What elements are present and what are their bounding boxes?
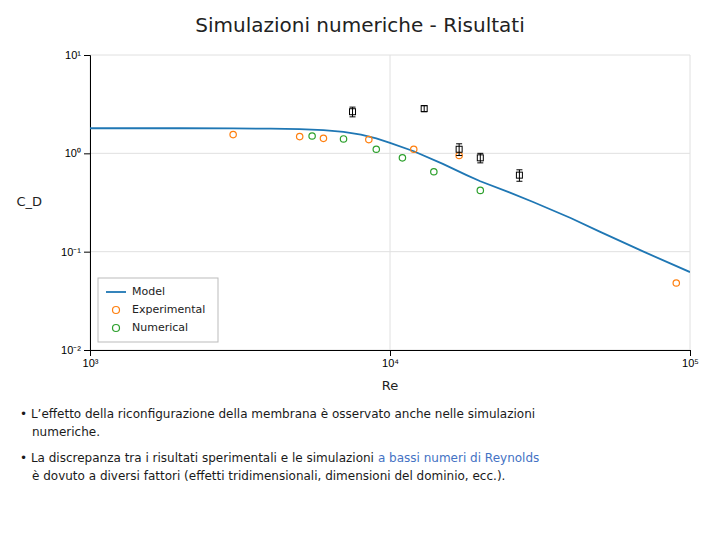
point [340, 136, 346, 142]
tick-label: 10⁻¹ [61, 246, 81, 258]
tick-label: 10⁰ [65, 147, 81, 159]
point [421, 106, 427, 112]
tick-mark [690, 350, 691, 356]
annotation: • L’effetto della riconfigurazione della… [20, 407, 535, 421]
point [230, 131, 236, 137]
tick-mark [390, 350, 391, 356]
legend: Model Experimental Numerical [98, 278, 218, 342]
x-tick: 10³ [83, 350, 99, 369]
grid-line [90, 251, 690, 252]
series [309, 133, 484, 194]
tick-label: 10⁴ [382, 357, 399, 369]
chart: Simulazioni numeriche - Risultati10³10⁴1… [0, 0, 720, 540]
x-tick: 10⁵ [682, 350, 699, 369]
point [431, 169, 437, 175]
title: Simulazioni numeriche - Risultati [195, 13, 525, 37]
y-axis: 10⁻² 10⁻¹ 10⁰ 10¹ [61, 49, 90, 356]
error-bar [516, 170, 522, 181]
point [350, 109, 356, 115]
point [477, 187, 483, 193]
legend-symbol [106, 291, 126, 293]
annotations: • L’effetto della riconfigurazione della… [20, 407, 539, 483]
y-tick: 10¹ [65, 49, 90, 61]
point [320, 135, 326, 141]
error-bar [456, 144, 462, 156]
tick-label: 10³ [83, 357, 99, 369]
grid-line [90, 55, 690, 56]
legend-label: Numerical [132, 321, 188, 334]
x-axis: 10³ 10⁴ 10⁵ [83, 350, 699, 369]
point [309, 133, 315, 139]
point [456, 146, 462, 152]
x-tick: 10⁴ [382, 350, 399, 369]
y-tick: 10⁻² [61, 344, 90, 356]
axis-line [91, 351, 691, 357]
grid-line [90, 153, 690, 154]
legend-label: Model [132, 285, 165, 298]
point [411, 146, 417, 152]
tick-mark [84, 350, 90, 351]
tick-mark [84, 252, 90, 253]
annotation-highlight: a bassi numeri di Reynolds [378, 451, 539, 465]
tick-label: 10¹ [65, 49, 81, 61]
point [477, 155, 483, 161]
grid [90, 55, 690, 350]
error-bar [421, 106, 427, 112]
line [90, 128, 690, 272]
point [516, 172, 522, 178]
grid-line [390, 55, 391, 350]
error-bar [477, 153, 483, 163]
legend-symbol [113, 307, 120, 314]
error-bar [350, 107, 356, 117]
legend-label: Experimental [132, 303, 205, 316]
legend-frame [98, 278, 218, 342]
tick-label: 10⁻² [61, 344, 81, 356]
tick-mark [84, 55, 90, 56]
point [366, 136, 372, 142]
point [399, 155, 405, 161]
y-tick: 10⁻¹ [61, 246, 90, 258]
y-axis-title: C_D [16, 194, 42, 209]
tick-mark [84, 153, 90, 154]
tick-label: 10⁵ [682, 357, 699, 369]
plot-area [90, 106, 690, 287]
point [373, 146, 379, 152]
legend-symbol [113, 325, 120, 332]
grid-line [690, 55, 691, 350]
point [673, 280, 679, 286]
annotation: numeriche. [32, 425, 100, 439]
series [477, 153, 522, 181]
y-tick: 10⁰ [65, 147, 90, 159]
x-axis-title: Re [382, 378, 398, 393]
annotation: • La discrepanza tra i risultati sperime… [20, 451, 374, 465]
annotation: è dovuto a diversi fattori (effetti trid… [32, 469, 505, 483]
series [230, 131, 680, 286]
annotation-line: • La discrepanza tra i risultati sperime… [20, 451, 539, 465]
series [350, 106, 463, 156]
point [296, 133, 302, 139]
axis-line [84, 56, 91, 351]
series [90, 128, 690, 272]
